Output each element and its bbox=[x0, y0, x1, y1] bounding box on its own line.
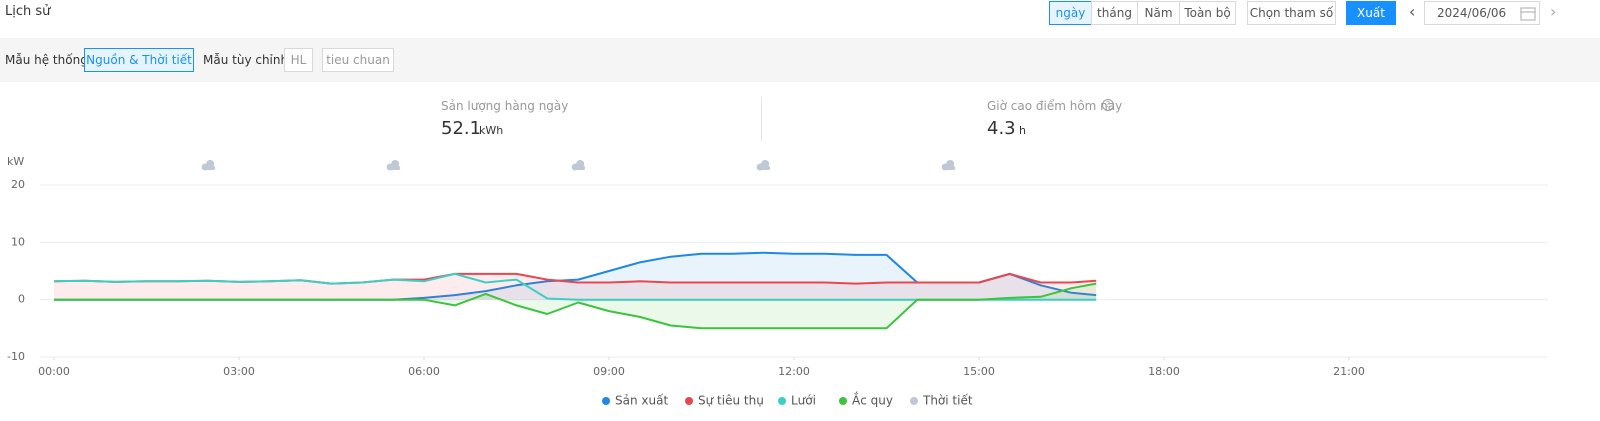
y-tick-label: 0 bbox=[18, 293, 25, 306]
weather-icon-part bbox=[572, 166, 586, 170]
custom-label: Mẫu tùy chỉnh: bbox=[203, 53, 293, 67]
x-tick-label: 00:00 bbox=[38, 365, 70, 378]
x-tick-label: 06:00 bbox=[408, 365, 440, 378]
y-axis-label: kW bbox=[7, 155, 24, 168]
weather-icon bbox=[571, 160, 586, 171]
weather-icon-part bbox=[757, 166, 771, 170]
legend-dot bbox=[778, 397, 786, 405]
weather-icon-part bbox=[942, 166, 956, 170]
select-params[interactable]: Chọn tham số bbox=[1247, 1, 1336, 25]
help-icon[interactable]: ? bbox=[1102, 99, 1114, 111]
prev-date[interactable]: ‹ bbox=[1409, 2, 1416, 21]
tab-year[interactable]: Năm bbox=[1137, 1, 1180, 25]
x-tick-label: 12:00 bbox=[778, 365, 810, 378]
legend-label: Thời tiết bbox=[922, 394, 973, 408]
divider bbox=[761, 97, 762, 141]
stat-unit: h bbox=[1019, 124, 1026, 137]
legend-label: Ắc quy bbox=[852, 392, 893, 408]
weather-icon-part bbox=[387, 166, 401, 170]
y-tick-label: 20 bbox=[11, 178, 25, 191]
template-option[interactable]: HL bbox=[284, 48, 313, 72]
tab-month[interactable]: tháng bbox=[1091, 1, 1138, 25]
page-title: Lịch sử bbox=[5, 4, 51, 19]
x-tick-label: 09:00 bbox=[593, 365, 625, 378]
y-tick-label: -10 bbox=[7, 350, 25, 363]
legend-dot bbox=[910, 397, 918, 405]
legend-label: Lưới bbox=[791, 394, 816, 408]
legend-dot bbox=[602, 397, 610, 405]
tab-day[interactable]: ngày bbox=[1049, 1, 1092, 25]
export-button[interactable]: Xuất bbox=[1346, 1, 1396, 25]
y-tick-label: 10 bbox=[11, 235, 25, 248]
legend-dot bbox=[839, 397, 847, 405]
x-tick-label: 18:00 bbox=[1148, 365, 1180, 378]
x-tick-label: 21:00 bbox=[1333, 365, 1365, 378]
series-line bbox=[54, 282, 1097, 330]
legend-label: Sản xuất bbox=[615, 394, 668, 408]
system-label: Mẫu hệ thống: bbox=[5, 53, 92, 67]
calendar-icon bbox=[1520, 7, 1536, 21]
tab-all[interactable]: Toàn bộ bbox=[1179, 1, 1236, 25]
series-area bbox=[54, 252, 1097, 300]
weather-icon bbox=[201, 160, 216, 171]
stat-value: 4.3 bbox=[987, 118, 1016, 139]
legend-dot bbox=[685, 397, 693, 405]
series-area bbox=[54, 283, 1097, 329]
weather-icon bbox=[386, 160, 401, 171]
stat-label: Sản lượng hàng ngày bbox=[441, 99, 569, 113]
weather-icon-part bbox=[202, 166, 216, 170]
template-bar bbox=[0, 38, 1600, 82]
template-option[interactable]: tieu chuan bbox=[322, 48, 394, 72]
stat-value: 52.1 bbox=[441, 118, 482, 139]
x-tick-label: 03:00 bbox=[223, 365, 255, 378]
weather-icon bbox=[756, 160, 771, 171]
stat-label: Giờ cao điểm hôm nay bbox=[987, 99, 1123, 113]
series-area bbox=[54, 273, 1097, 300]
x-tick-label: 15:00 bbox=[963, 365, 995, 378]
next-date[interactable]: › bbox=[1550, 2, 1557, 21]
legend-label: Sự tiêu thụ bbox=[698, 394, 764, 408]
template-option[interactable]: Nguồn & Thời tiết bbox=[84, 48, 194, 72]
weather-icon bbox=[941, 160, 956, 171]
stat-unit: kWh bbox=[479, 124, 504, 137]
